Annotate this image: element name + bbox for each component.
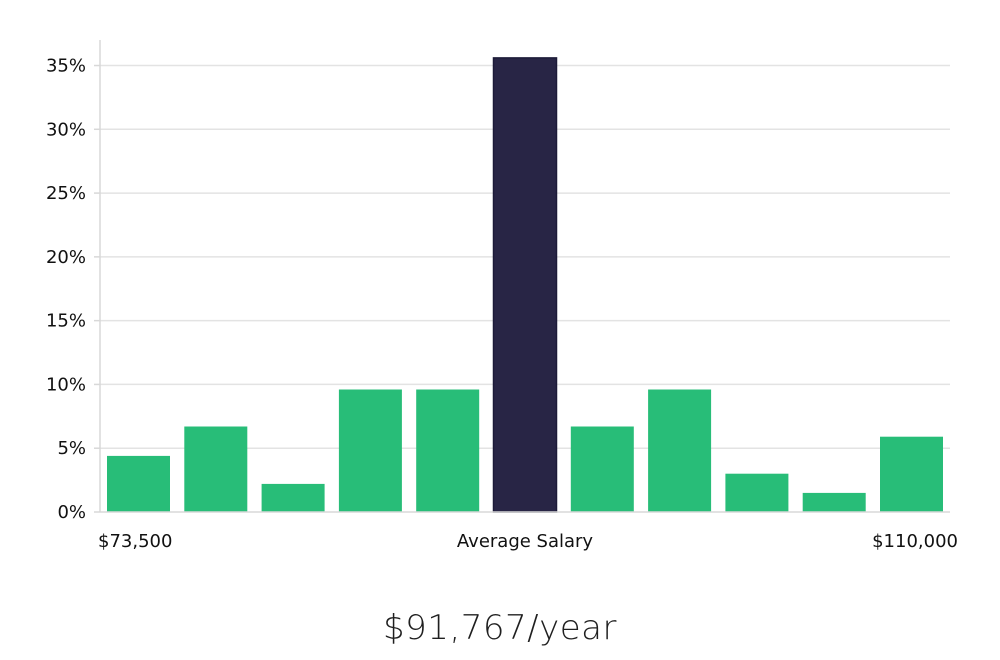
bar [725, 473, 789, 512]
bars [107, 57, 943, 513]
y-tick-label: 20% [46, 247, 86, 268]
bar [184, 426, 248, 512]
bar [648, 389, 712, 512]
y-tick-label: 5% [57, 438, 86, 459]
y-tick-label: 15% [46, 311, 86, 332]
bar-average-salary [492, 57, 558, 513]
y-tick-label: 0% [57, 502, 86, 523]
x-min-label: $73,500 [98, 531, 172, 552]
bar [880, 436, 943, 512]
y-tick-label: 30% [46, 119, 86, 140]
bar [338, 389, 402, 512]
y-axis-ticks: 0% 5% 10% 15% 20% 25% 30% 35% [46, 56, 100, 523]
y-tick-label: 35% [46, 56, 86, 77]
x-center-label: Average Salary [457, 531, 594, 552]
bar [570, 426, 634, 512]
bar [261, 483, 325, 512]
y-tick-label: 10% [46, 374, 86, 395]
salary-histogram-chart: 0% 5% 10% 15% 20% 25% 30% 35% $73,500 Average S… [46, 40, 958, 552]
x-max-label: $110,000 [872, 531, 958, 552]
y-tick-label: 25% [46, 183, 86, 204]
bar [802, 492, 866, 512]
average-salary-value: $91,767/year [383, 608, 617, 648]
bar [416, 389, 480, 512]
bar [107, 455, 170, 512]
